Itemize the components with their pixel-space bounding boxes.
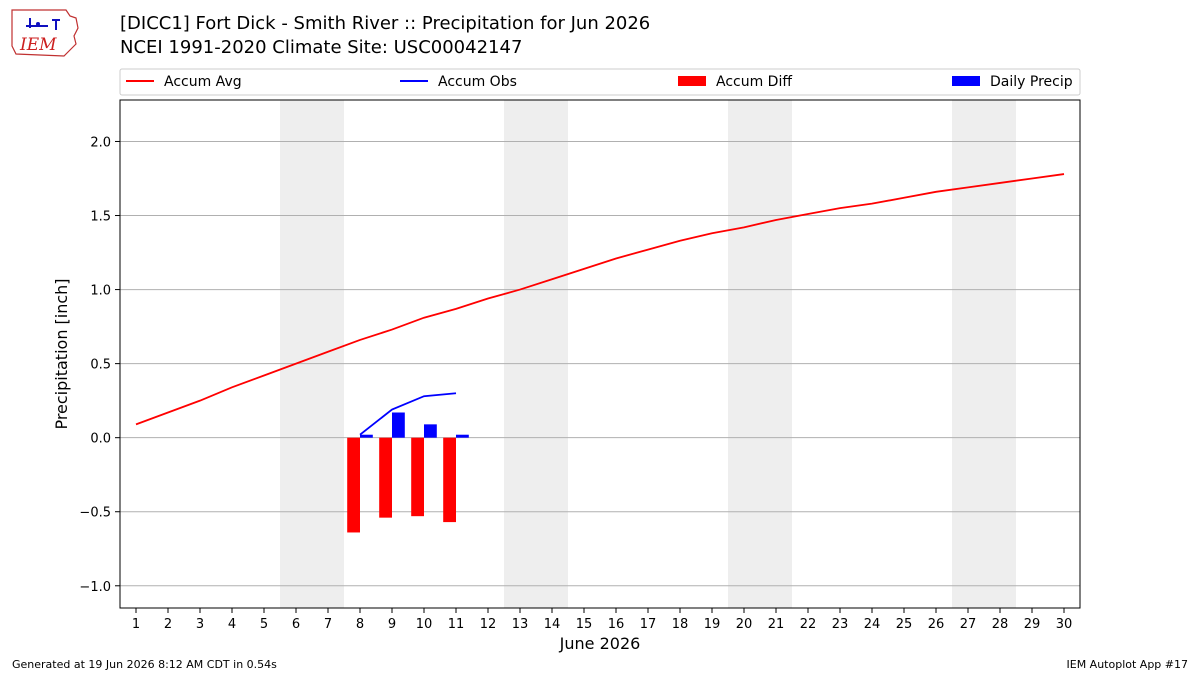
legend-accum-obs-label: Accum Obs	[438, 74, 517, 90]
daily-precip-bar-10	[424, 424, 437, 438]
x-tick-label-18: 19	[704, 617, 721, 632]
y-tick-label-2: 0.0	[90, 432, 111, 447]
x-tick-label-20: 21	[768, 617, 785, 632]
app-id: IEM Autoplot App #17	[1066, 658, 1189, 671]
chart-title: [DICC1] Fort Dick - Smith River :: Preci…	[120, 13, 651, 34]
legend-daily-precip-swatch	[952, 76, 980, 86]
iem-logo: IEM	[8, 6, 82, 62]
x-tick-label-2: 3	[196, 617, 204, 632]
daily-precip-bar-11	[456, 434, 469, 438]
x-tick-label-23: 24	[864, 617, 881, 632]
legend: Accum Avg Accum Obs Accum Diff Daily Precip	[119, 68, 1081, 96]
lines	[135, 173, 1065, 436]
x-tick-label-3: 4	[228, 617, 236, 632]
y-tick-label-1: −0.5	[79, 506, 111, 521]
x-tick-label-1: 2	[164, 617, 172, 632]
weekend-shade-2	[728, 100, 792, 608]
weekend-shading	[280, 100, 1016, 608]
x-tick-label-9: 10	[416, 617, 433, 632]
accum-diff-bar-11	[443, 437, 456, 523]
accum-obs-line	[359, 392, 457, 436]
x-tick-label-14: 15	[576, 617, 593, 632]
y-tick-label-3: 0.5	[90, 358, 111, 373]
legend-accum-diff-swatch	[678, 76, 706, 86]
x-tick-label-29: 30	[1056, 617, 1073, 632]
y-tick-label-6: 2.0	[90, 135, 111, 150]
weekend-shade-1	[504, 100, 568, 608]
x-tick-label-12: 13	[512, 617, 529, 632]
x-tick-label-15: 16	[608, 617, 625, 632]
x-tick-label-25: 26	[928, 617, 945, 632]
x-tick-label-16: 17	[640, 617, 657, 632]
x-tick-label-10: 11	[448, 617, 465, 632]
legend-box	[119, 68, 1081, 96]
accum-diff-bar-8	[347, 437, 360, 533]
y-axis-label: Precipitation [inch]	[52, 278, 71, 429]
y-tick-label-5: 1.5	[90, 210, 111, 225]
legend-accum-diff-label: Accum Diff	[716, 74, 792, 90]
legend-daily-precip-label: Daily Precip	[990, 74, 1073, 90]
plot-frame	[119, 99, 1081, 609]
accum-diff-bar-9	[379, 437, 392, 518]
daily-precip-bar-9	[392, 412, 405, 438]
x-tick-label-17: 18	[672, 617, 689, 632]
chart-subtitle: NCEI 1991-2020 Climate Site: USC00042147	[120, 37, 523, 58]
x-tick-label-6: 7	[324, 617, 332, 632]
x-tick-label-19: 20	[736, 617, 753, 632]
x-tick-label-8: 9	[388, 617, 396, 632]
grid-lines	[120, 140, 1080, 587]
y-tick-label-0: −1.0	[79, 580, 111, 595]
generated-timestamp: Generated at 19 Jun 2026 8:12 AM CDT in …	[12, 658, 277, 671]
y-tick-label-4: 1.0	[90, 284, 111, 299]
accum-avg-line	[135, 173, 1065, 426]
x-tick-label-24: 25	[896, 617, 913, 632]
x-axis-label: June 2026	[559, 634, 641, 653]
x-tick-label-11: 12	[480, 617, 497, 632]
x-tick-label-13: 14	[544, 617, 561, 632]
legend-accum-avg-label: Accum Avg	[164, 74, 242, 90]
x-tick-label-21: 22	[800, 617, 817, 632]
x-tick-label-0: 1	[132, 617, 140, 632]
daily-precip-bar-8	[360, 434, 373, 438]
y-axis-ticks: −1.0 −0.5 0.0 0.5 1.0 1.5 2.0	[79, 135, 120, 595]
accum-diff-bar-10	[411, 437, 424, 517]
iem-logo-graphic: IEM	[11, 9, 79, 57]
weekend-shade-3	[952, 100, 1016, 608]
x-tick-label-4: 5	[260, 617, 268, 632]
x-tick-label-26: 27	[960, 617, 977, 632]
x-tick-label-7: 8	[356, 617, 364, 632]
bars	[347, 412, 469, 533]
logo-text: IEM	[19, 35, 57, 55]
x-tick-label-5: 6	[292, 617, 300, 632]
weekend-shade-0	[280, 100, 344, 608]
x-tick-label-22: 23	[832, 617, 849, 632]
x-tick-label-27: 28	[992, 617, 1009, 632]
x-tick-label-28: 29	[1024, 617, 1041, 632]
x-axis-ticks: 1 2 3 4 5 6 7 8 9 10 11 12 13 14 15 16 17 18 19 20 21 22 23 24 2…	[132, 608, 1072, 632]
